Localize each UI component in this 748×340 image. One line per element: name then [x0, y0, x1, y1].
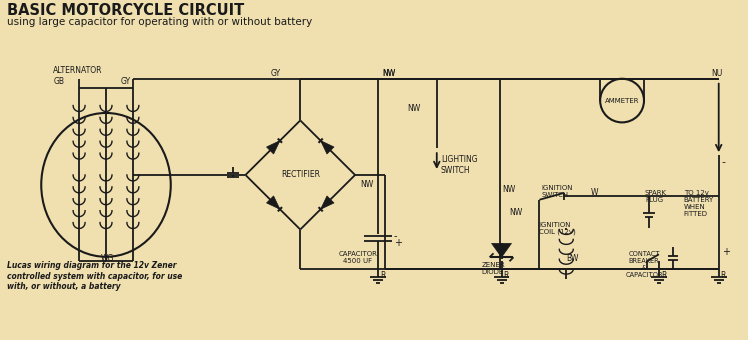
Polygon shape: [266, 196, 280, 209]
Text: -: -: [394, 232, 397, 241]
Text: BASIC MOTORCYCLE CIRCUIT: BASIC MOTORCYCLE CIRCUIT: [7, 3, 245, 18]
Text: W: W: [591, 188, 598, 197]
Text: IGNITION
SWITCH: IGNITION SWITCH: [542, 185, 573, 198]
Text: R: R: [380, 271, 385, 280]
Text: Lucas wiring diagram for the 12v Zener
controlled system with capacitor, for use: Lucas wiring diagram for the 12v Zener c…: [7, 261, 183, 291]
Text: LIGHTING
SWITCH: LIGHTING SWITCH: [441, 155, 477, 174]
Polygon shape: [321, 141, 334, 154]
Text: NW: NW: [509, 208, 523, 217]
Text: +: +: [394, 238, 402, 249]
Text: AMMETER: AMMETER: [605, 98, 640, 104]
Text: GY: GY: [121, 77, 131, 86]
Text: TO 12v
BATTERY
WHEN
FITTED: TO 12v BATTERY WHEN FITTED: [684, 190, 714, 217]
Polygon shape: [266, 141, 280, 154]
Text: WG: WG: [101, 254, 114, 263]
Text: NW: NW: [382, 69, 395, 78]
Text: R: R: [721, 271, 726, 280]
Text: BW: BW: [566, 254, 579, 263]
Text: CAPACITOR
4500 UF: CAPACITOR 4500 UF: [339, 251, 378, 264]
Text: NU: NU: [712, 69, 723, 78]
Text: R: R: [503, 271, 509, 280]
Polygon shape: [491, 243, 512, 257]
Text: -: -: [722, 157, 726, 167]
Text: NW: NW: [407, 104, 420, 113]
Text: SPARK
PLUG: SPARK PLUG: [645, 190, 667, 203]
Text: IGNITION
COIL (12v): IGNITION COIL (12v): [539, 222, 576, 235]
Text: +: +: [722, 248, 730, 257]
Text: R: R: [661, 271, 666, 280]
Text: GB: GB: [53, 77, 64, 86]
Text: GY: GY: [270, 69, 280, 78]
Text: NW: NW: [503, 185, 516, 194]
Text: RECTIFIER: RECTIFIER: [280, 170, 320, 180]
Text: ALTERNATOR: ALTERNATOR: [53, 66, 102, 75]
Text: using large capacitor for operating with or without battery: using large capacitor for operating with…: [7, 17, 313, 27]
Text: CONTACT
BREAKER
&
CAPACITOR: CONTACT BREAKER & CAPACITOR: [625, 251, 663, 278]
Text: NW: NW: [382, 69, 395, 78]
Text: NW: NW: [360, 180, 373, 189]
Polygon shape: [321, 196, 334, 209]
Text: ZENER
DIODE: ZENER DIODE: [482, 262, 505, 275]
